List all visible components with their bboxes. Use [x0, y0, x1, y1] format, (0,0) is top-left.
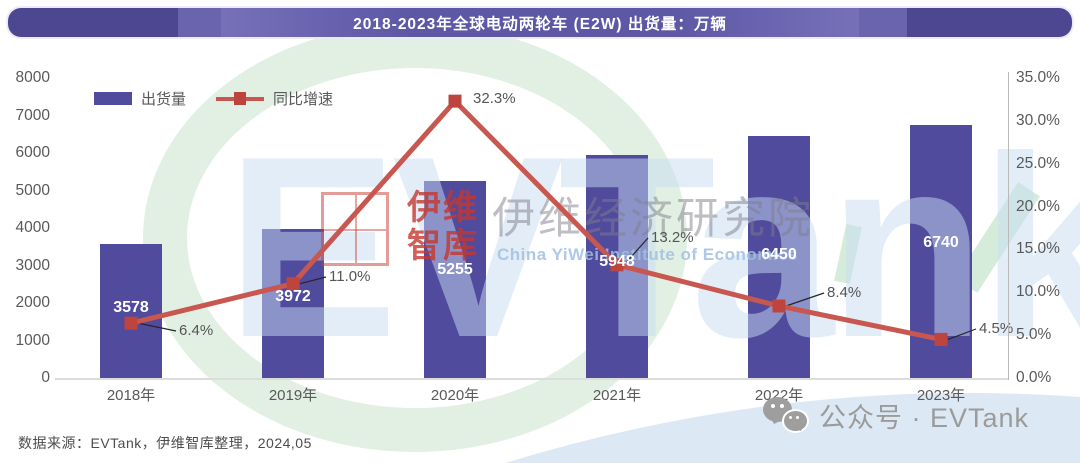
- left-y-tick-label: 8000: [15, 69, 50, 86]
- right-y-axis-line: [1008, 72, 1009, 380]
- right-y-tick-label: 5.0%: [1016, 326, 1052, 344]
- growth-marker: [124, 316, 138, 330]
- label-leader-line: [623, 237, 649, 266]
- line-legend-label: 同比增速: [273, 91, 334, 108]
- x-tick-label: 2020年: [430, 387, 480, 404]
- label-leader-line: [785, 292, 825, 307]
- growth-line: [130, 97, 942, 342]
- logo-line2: 智库: [407, 227, 479, 265]
- left-y-tick-label: 6000: [15, 144, 50, 161]
- bar-value-label: 5948: [599, 252, 635, 270]
- green-arc-decoration: [143, 24, 687, 452]
- growth-value-label: 8.4%: [827, 284, 862, 301]
- right-y-tick-label: 20.0%: [1016, 197, 1060, 215]
- bar-value-label: 5255: [437, 260, 473, 278]
- right-y-tick-label: 10.0%: [1016, 283, 1060, 301]
- x-tick-label: 2023年: [916, 387, 966, 404]
- x-tick-label: 2022年: [754, 387, 804, 404]
- legend-item-growth: 同比增速: [216, 88, 333, 109]
- bar-value-label: 6740: [923, 234, 959, 252]
- growth-value-label: 13.2%: [651, 229, 694, 246]
- left-y-tick-label: 7000: [15, 106, 50, 124]
- right-y-tick-label: 15.0%: [1016, 240, 1060, 258]
- institute-name-cn: 伊维经济研究院: [492, 195, 814, 243]
- bar-value-label: 3578: [113, 298, 149, 316]
- bar-value-label: 3972: [275, 288, 311, 306]
- x-tick-label: 2021年: [592, 387, 642, 404]
- bar-2018年: [100, 243, 162, 378]
- bar-2019年: [262, 229, 324, 378]
- right-y-tick-label: 25.0%: [1016, 154, 1060, 172]
- right-y-tick-label: 0.0%: [1016, 369, 1052, 386]
- wechat-icon: [763, 395, 809, 438]
- growth-value-label: 32.3%: [473, 90, 516, 107]
- x-tick-label: 2018年: [106, 387, 156, 404]
- left-y-tick-label: 0: [41, 369, 50, 386]
- growth-marker: [448, 94, 462, 108]
- left-y-tick-label: 1000: [15, 331, 50, 349]
- data-source-note: 数据来源：EVTank，伊维智库整理，2024,05: [18, 435, 312, 451]
- green-slash-decoration: [834, 223, 862, 285]
- growth-marker: [286, 277, 300, 291]
- yiwei-logo-text: 伊维 智库: [407, 189, 479, 265]
- legend-item-shipments: 出货量: [94, 88, 186, 109]
- line-legend-swatch: [216, 92, 265, 105]
- growth-value-label: 4.5%: [979, 320, 1014, 337]
- bar-2020年: [424, 180, 486, 378]
- bar-2022年: [748, 136, 810, 378]
- blue-swoosh-decoration: [505, 392, 1080, 463]
- right-y-tick-label: 35.0%: [1016, 69, 1060, 86]
- left-y-tick-label: 4000: [15, 219, 50, 236]
- yiwei-seal-logo: [321, 192, 389, 266]
- brand-watermark: EVTank: [226, 102, 1080, 391]
- right-y-tick-label: 30.0%: [1016, 111, 1060, 129]
- growth-marker: [772, 299, 786, 313]
- growth-marker: [610, 258, 624, 272]
- left-y-tick-label: 3000: [15, 256, 50, 274]
- growth-value-label: 11.0%: [329, 268, 371, 285]
- green-slash-decoration: [955, 182, 1040, 293]
- bar-legend-label: 出货量: [141, 91, 187, 108]
- growth-marker: [934, 332, 948, 346]
- bar-2021年: [586, 154, 648, 378]
- growth-value-label: 6.4%: [179, 322, 214, 339]
- label-leader-line: [299, 276, 327, 285]
- left-y-tick-label: 2000: [15, 294, 50, 311]
- label-leader-line: [947, 328, 977, 340]
- bar-2023年: [910, 125, 972, 378]
- bar-legend-swatch: [94, 92, 132, 105]
- institute-name-en: China YiWei Institute of Economics: [497, 245, 799, 264]
- wechat-badge: 公众号 · EVTank: [763, 395, 1030, 438]
- left-y-tick-label: 5000: [15, 181, 50, 199]
- bar-value-label: 6450: [761, 246, 797, 264]
- chart-title-banner: 2018-2023年全球电动两轮车 (E2W) 出货量：万辆: [8, 8, 1072, 37]
- chart-title: 2018-2023年全球电动两轮车 (E2W) 出货量：万辆: [353, 15, 727, 33]
- wechat-account-label: 公众号 · EVTank: [819, 402, 1030, 433]
- label-leader-line: [137, 322, 177, 332]
- x-axis-line: [55, 378, 1008, 380]
- x-tick-label: 2019年: [268, 387, 318, 404]
- legend: 出货量 同比增速: [94, 88, 333, 109]
- logo-line1: 伊维: [407, 189, 479, 227]
